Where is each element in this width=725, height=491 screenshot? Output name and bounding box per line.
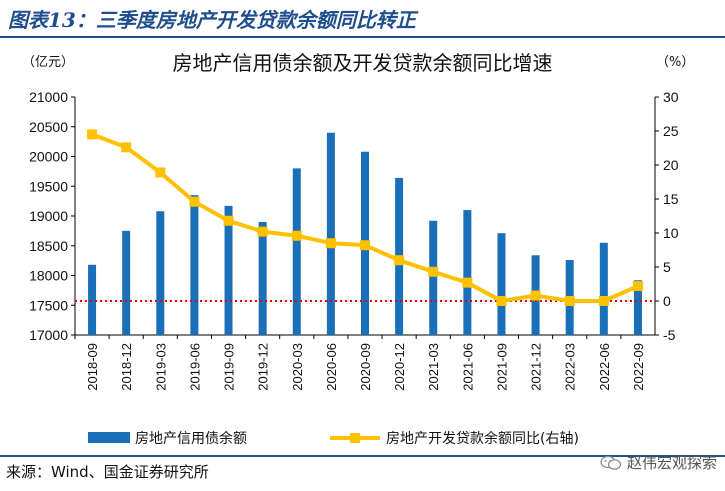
growth-point [360, 240, 370, 251]
x-tick-label: 2021-09 [494, 343, 509, 391]
left-tick-label: 18500 [29, 238, 68, 254]
bar-mark [599, 242, 608, 335]
x-tick-label: 2020-09 [358, 343, 373, 391]
x-tick-label: 2019-09 [222, 343, 237, 391]
legend-bar-swatch [88, 432, 130, 443]
right-tick-label: -5 [663, 327, 676, 343]
bar-mark [122, 230, 131, 335]
x-tick-label: 2020-03 [290, 343, 305, 391]
growth-point [325, 238, 336, 249]
bar-mark [326, 132, 335, 335]
top-rule [0, 36, 725, 38]
left-tick-label: 20000 [29, 149, 68, 165]
growth-point [598, 296, 609, 306]
x-tick-label: 2018-09 [85, 343, 100, 391]
growth-point [291, 230, 302, 241]
growth-point [428, 266, 439, 277]
bar-mark [156, 211, 165, 335]
left-axis-unit: （亿元） [22, 55, 75, 70]
right-tick-label: 30 [663, 89, 679, 105]
left-tick-label: 18000 [29, 268, 68, 284]
bar-mark [190, 195, 199, 335]
right-tick-label: 25 [663, 123, 679, 139]
wechat-icon [600, 455, 622, 470]
right-tick-label: 5 [663, 259, 671, 275]
x-tick-label: 2022-03 [563, 343, 578, 391]
legend-bar-label: 房地产信用债余额 [135, 430, 247, 447]
x-tick-label: 2019-03 [153, 343, 168, 391]
bar-mark [463, 210, 472, 335]
x-tick-label: 2018-12 [119, 343, 134, 391]
bar-mark [429, 220, 438, 335]
growth-point [462, 277, 473, 288]
right-axis-unit: （%） [656, 55, 695, 70]
growth-point [257, 226, 268, 237]
x-tick-label: 2021-06 [460, 343, 475, 391]
x-tick-label: 2020-06 [324, 343, 339, 391]
bar-mark [224, 205, 233, 335]
bottom-rule [0, 455, 725, 457]
growth-point [155, 167, 166, 178]
left-tick-label: 19500 [29, 178, 68, 194]
x-tick-label: 2020-12 [392, 343, 407, 391]
legend-line-label: 房地产开发贷款余额同比(右轴) [386, 430, 579, 447]
left-tick-label: 21000 [29, 89, 68, 105]
right-tick-label: 20 [663, 157, 679, 173]
legend-line-marker [350, 433, 360, 443]
x-tick-label: 2022-09 [631, 343, 646, 391]
chart-plot: 17000 17500 18000 18500 19000 19500 20000 20500… [29, 89, 679, 447]
source-note: 来源：Wind、国金证券研究所 [6, 463, 209, 481]
growth-point [496, 296, 507, 306]
bar-mark [258, 221, 267, 335]
bar-mark [633, 280, 642, 335]
x-tick-label: 2021-12 [529, 343, 544, 391]
right-tick-label: 15 [663, 191, 679, 207]
growth-point [87, 129, 98, 140]
bar-mark [497, 233, 506, 335]
growth-point [530, 290, 541, 301]
x-tick-label: 2019-12 [256, 343, 271, 391]
right-tick-label: 0 [663, 293, 671, 309]
growth-point [394, 255, 405, 266]
bar-mark [88, 264, 97, 335]
growth-point [223, 215, 234, 226]
x-tick-label: 2022-06 [597, 343, 612, 391]
watermark: 赵伟宏观探索 [600, 452, 717, 473]
right-tick-label: 10 [663, 225, 679, 241]
left-tick-label: 20500 [29, 119, 68, 135]
watermark-text: 赵伟宏观探索 [626, 454, 717, 472]
growth-point [121, 142, 132, 153]
bar-mark [292, 168, 301, 335]
left-tick-label: 17500 [29, 297, 68, 313]
growth-point [189, 196, 200, 207]
x-tick-label: 2021-03 [426, 343, 441, 391]
chart-title: 房地产信用债余额及开发贷款余额同比增速 [172, 51, 553, 75]
figure-title: 图表13：三季度房地产开发贷款余额同比转正 [8, 8, 416, 32]
growth-point [564, 296, 575, 306]
growth-point [632, 281, 643, 292]
x-tick-label: 2019-06 [187, 343, 202, 391]
left-tick-label: 19000 [29, 208, 68, 224]
left-tick-label: 17000 [29, 327, 68, 343]
